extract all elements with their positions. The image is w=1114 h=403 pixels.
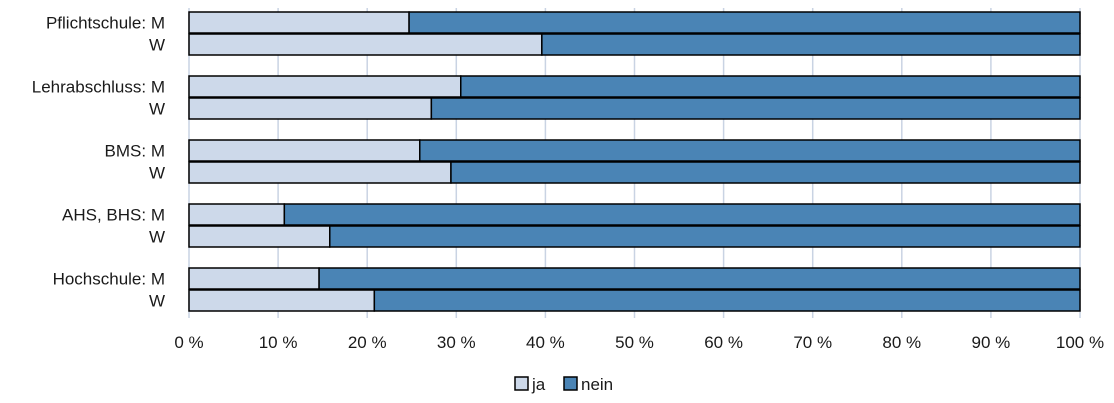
x-tick-label: 90 % — [972, 333, 1011, 352]
bar-nein — [460, 75, 1081, 98]
x-tick-label: 30 % — [437, 333, 476, 352]
bar-ja — [188, 75, 462, 98]
x-tick-label: 10 % — [259, 333, 298, 352]
bar-ja — [188, 203, 286, 226]
category-label: W — [149, 36, 165, 55]
x-tick-label: 0 % — [174, 333, 203, 352]
legend-label: ja — [531, 375, 546, 394]
bar-ja — [188, 289, 376, 312]
x-tick-label: 50 % — [615, 333, 654, 352]
category-label: Hochschule: M — [53, 270, 165, 289]
bar-ja — [188, 97, 433, 120]
x-tick-label: 60 % — [704, 333, 743, 352]
legend-swatch — [514, 376, 529, 391]
bar-nein — [419, 139, 1081, 162]
legend-label: nein — [581, 375, 613, 394]
bar-ja — [188, 33, 543, 56]
category-label: W — [149, 100, 165, 119]
bars — [188, 11, 1081, 312]
category-label: Pflichtschule: M — [46, 14, 165, 33]
bar-nein — [541, 33, 1081, 56]
category-label: W — [149, 292, 165, 311]
bar-nein — [430, 97, 1081, 120]
bar-ja — [188, 161, 452, 184]
x-tick-label: 100 % — [1056, 333, 1104, 352]
category-label: W — [149, 164, 165, 183]
category-labels: Pflichtschule: M W Lehrabschluss: M W BMS: M… — [32, 14, 165, 311]
category-label: AHS, BHS: M — [62, 206, 165, 225]
bar-nein — [450, 161, 1081, 184]
bar-nein — [318, 267, 1081, 290]
legend-swatch — [563, 376, 578, 391]
bar-ja — [188, 139, 421, 162]
legend: ja nein — [514, 375, 613, 394]
bar-nein — [408, 11, 1081, 34]
bar-ja — [188, 267, 320, 290]
x-tick-label: 20 % — [348, 333, 387, 352]
bar-nein — [329, 225, 1081, 248]
x-tick-label: 40 % — [526, 333, 565, 352]
bar-ja — [188, 11, 410, 34]
bar-ja — [188, 225, 331, 248]
category-label: Lehrabschluss: M — [32, 78, 165, 97]
category-label: BMS: M — [105, 142, 165, 161]
x-tick-labels: 0 % 10 % 20 % 30 % 40 % 50 % 60 % 70 % 80 % 90 % 1… — [174, 333, 1104, 352]
category-label: W — [149, 228, 165, 247]
bar-nein — [373, 289, 1081, 312]
x-tick-label: 80 % — [882, 333, 921, 352]
bar-nein — [283, 203, 1081, 226]
x-tick-label: 70 % — [793, 333, 832, 352]
